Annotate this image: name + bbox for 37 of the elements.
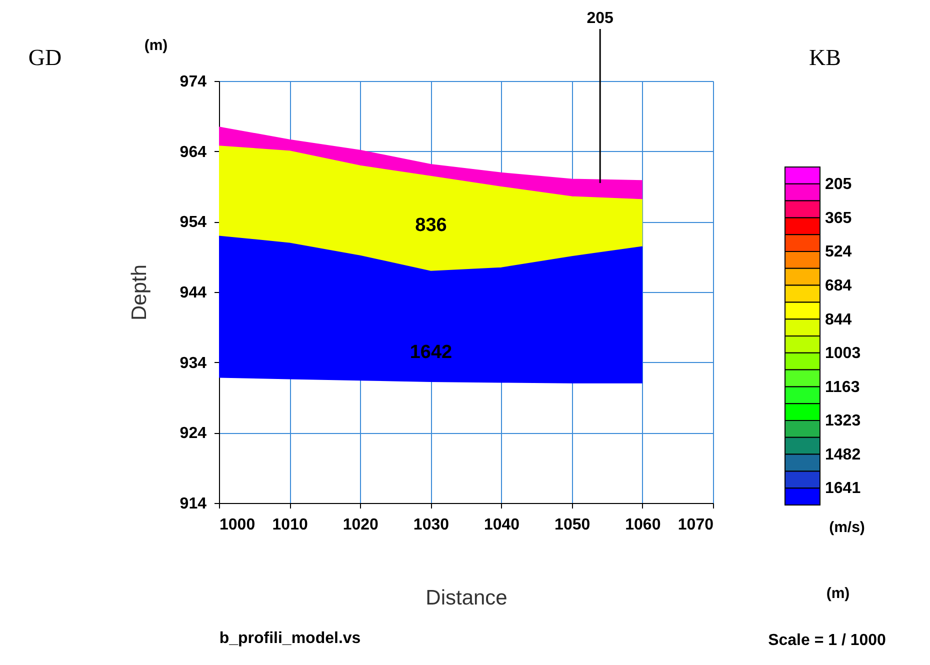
- y-tick-label: 934: [180, 354, 207, 372]
- text: (m): [826, 585, 850, 602]
- annotation: 1642: [410, 342, 452, 363]
- y-tick-label: 964: [180, 144, 207, 161]
- y-tick-label: 914: [180, 496, 207, 512]
- color-bar-label: 1482: [825, 446, 861, 464]
- text: KB: [809, 45, 841, 70]
- x-tick-label: 1060: [625, 516, 661, 534]
- annotation: 205: [586, 10, 614, 27]
- color-bar-label: 1323: [825, 412, 861, 430]
- color-bar-label: 844: [825, 311, 852, 328]
- y-tick-label: 924: [180, 425, 207, 442]
- x-axis-title: Distance: [426, 586, 508, 610]
- y-tick-label: 954: [180, 214, 207, 232]
- annotation: 836: [415, 215, 447, 236]
- text: GD: [28, 45, 62, 70]
- color-bar-label: 1641: [825, 480, 861, 498]
- x-tick-label: 1050: [554, 516, 590, 534]
- x-tick-label: 1070: [678, 516, 714, 534]
- y-axis-title: Depth: [128, 264, 151, 321]
- y-tick-label: 944: [180, 284, 207, 302]
- text: (m): [144, 37, 168, 54]
- x-tick-label: 1030: [413, 516, 450, 534]
- color-bar-label: 205: [825, 176, 852, 193]
- x-tick-label: 1040: [484, 516, 520, 534]
- color-bar-label: 1163: [825, 378, 860, 396]
- x-tick-label: 1000: [220, 516, 256, 534]
- y-tick-label: 974: [180, 74, 207, 90]
- color-bar-label: 365: [825, 210, 852, 227]
- color-bar-label: 524: [825, 244, 852, 260]
- color-bar-label: 1003: [825, 344, 861, 362]
- x-tick-label: 1010: [272, 516, 308, 534]
- text: b_profili_model.vs: [219, 630, 361, 647]
- x-tick-label: 1020: [342, 516, 379, 534]
- text: Scale = 1 / 1000: [768, 632, 886, 649]
- color-bar-title: (m/s): [829, 519, 865, 536]
- color-bar-label: 684: [825, 277, 852, 294]
